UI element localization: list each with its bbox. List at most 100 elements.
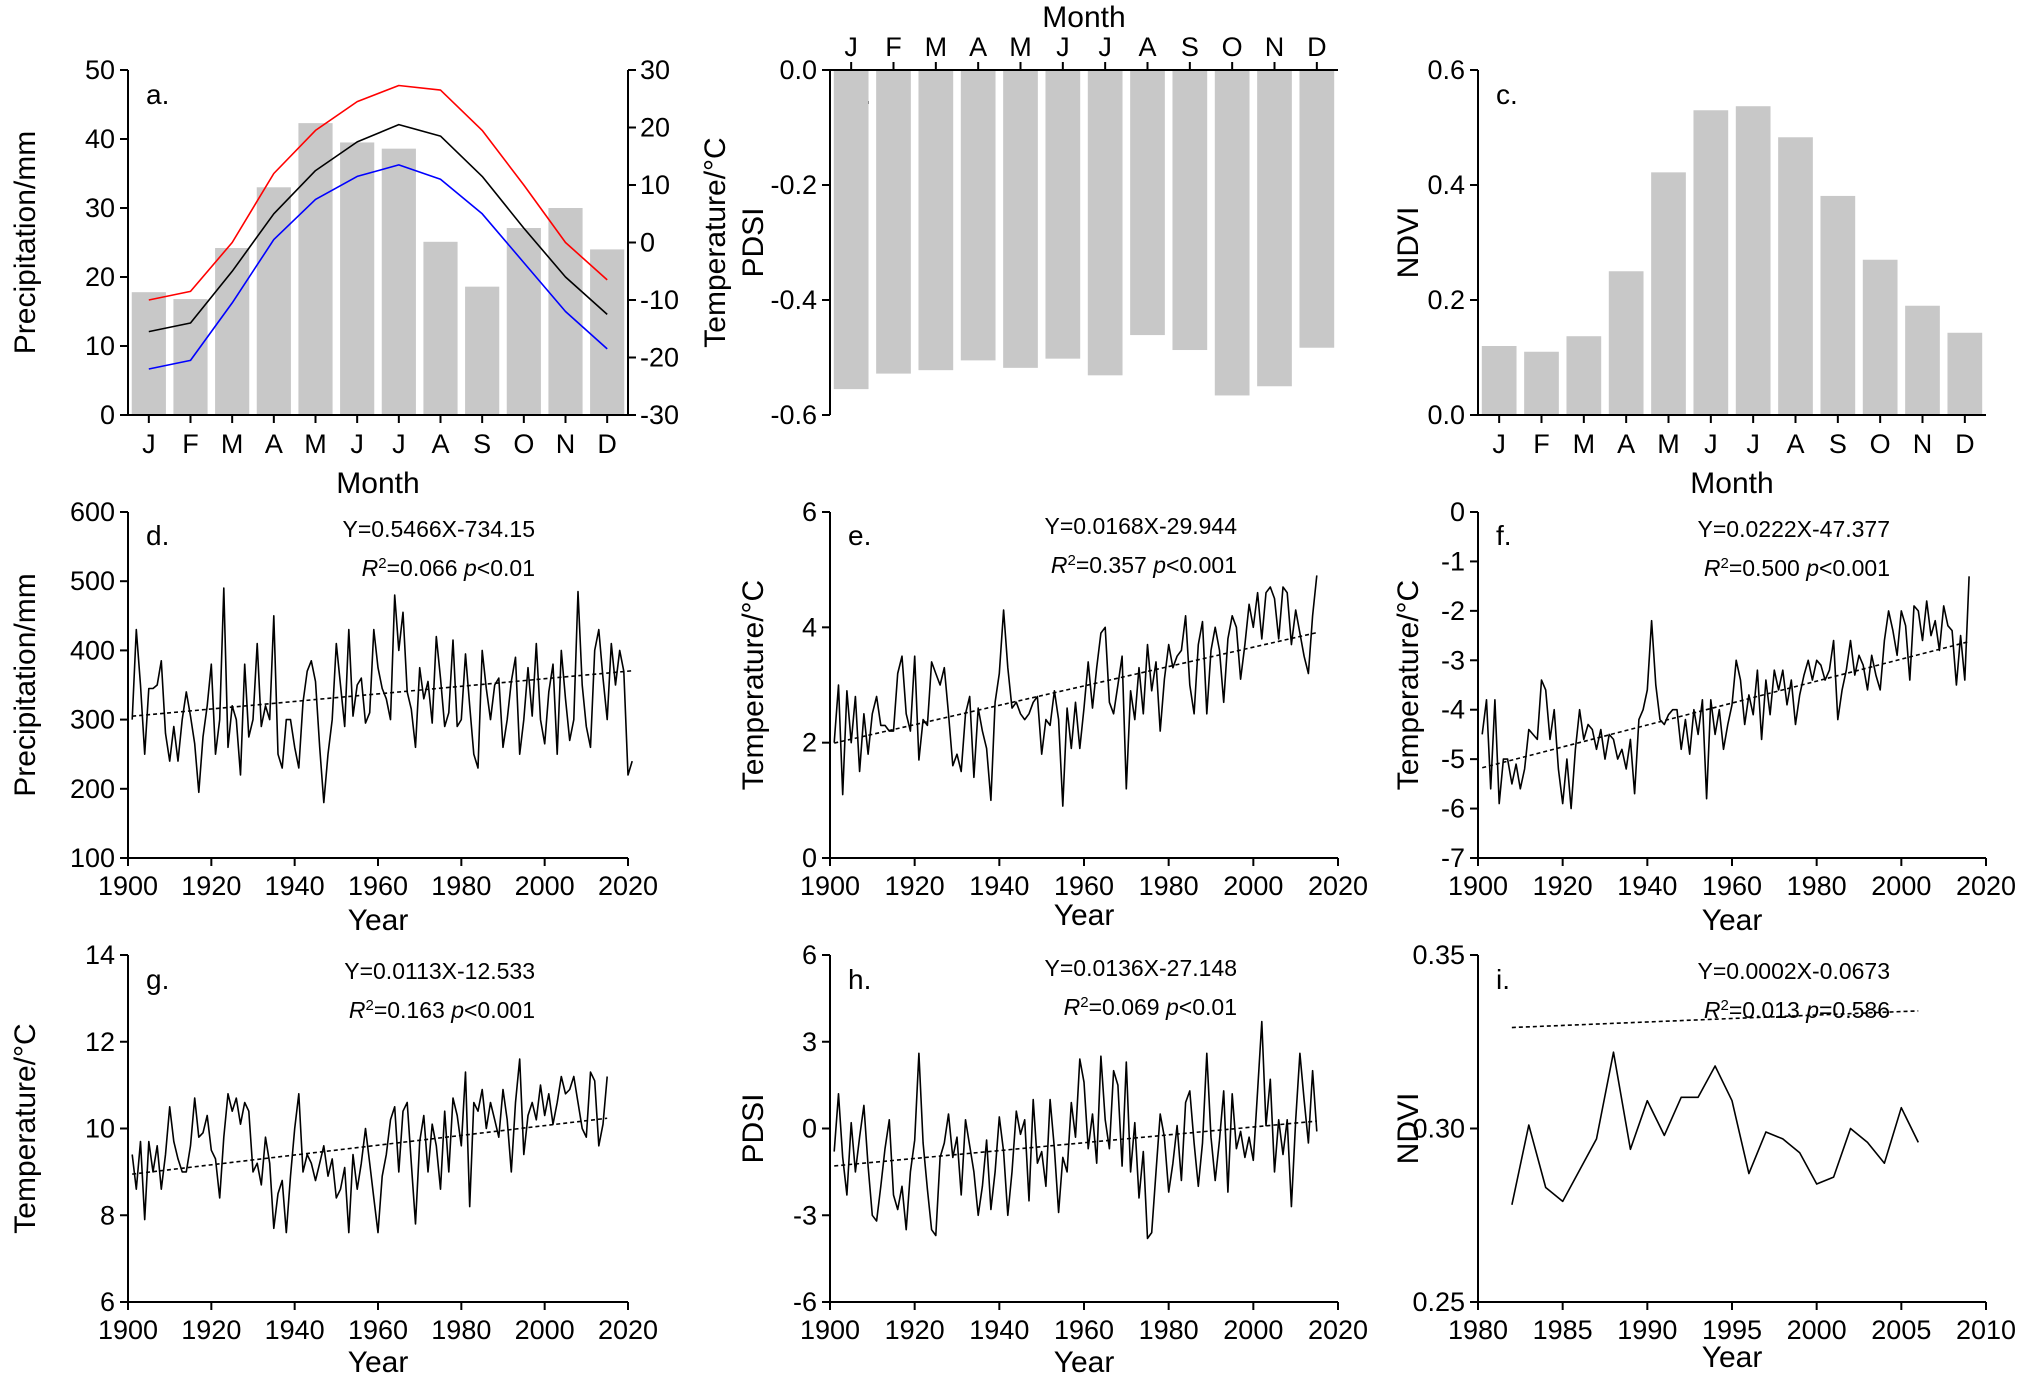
stat-r2-value: =0.013 <box>1729 997 1800 1023</box>
y-axis-label: NDVI <box>1392 1093 1425 1165</box>
x-tick-label: A <box>1138 32 1156 62</box>
bar <box>1947 332 1983 415</box>
x-tick-label: 1990 <box>1617 1315 1677 1345</box>
x-tick-label: 2000 <box>1223 871 1283 901</box>
bar <box>131 292 166 415</box>
x-tick-label: A <box>431 429 449 459</box>
x-tick-label: 1980 <box>1139 1315 1199 1345</box>
y-tick-label: 0.30 <box>1412 1114 1465 1144</box>
y-tick-label: 14 <box>85 940 115 970</box>
stat-r2-exp: 2 <box>1720 997 1728 1014</box>
y-tick-label: 2 <box>802 728 817 758</box>
x-tick-label: 1985 <box>1533 1315 1593 1345</box>
x-tick-label: 2005 <box>1871 1315 1931 1345</box>
y-tick-label: 0.35 <box>1412 940 1465 970</box>
y-tick-label: 40 <box>85 124 115 154</box>
panel-letter: c. <box>1496 79 1518 110</box>
y-tick-label: 500 <box>70 566 115 596</box>
x-tick-label: F <box>885 32 902 62</box>
bar <box>423 241 458 415</box>
bar <box>833 70 869 390</box>
y-tick-label: 0 <box>1450 497 1465 527</box>
series-line <box>833 1020 1318 1240</box>
x-tick-label: 1980 <box>1139 871 1199 901</box>
stat-r2-exp: 2 <box>365 997 373 1014</box>
y2-tick-label: 20 <box>640 113 670 143</box>
x-axis-label: Year <box>348 904 409 937</box>
regression-stats: R2=0.013 p=0.586 <box>1704 997 1890 1024</box>
stat-r2-exp: 2 <box>378 555 386 572</box>
bar <box>1214 70 1250 396</box>
stat-r2-value: =0.163 <box>374 997 445 1023</box>
bar <box>506 228 541 415</box>
x-tick-label: 1960 <box>348 871 408 901</box>
y-tick-label: 20 <box>85 262 115 292</box>
x-tick-label: M <box>1009 32 1032 62</box>
x-tick-label: 1940 <box>265 871 325 901</box>
x-tick-label: 2020 <box>598 1315 658 1345</box>
x-tick-label: 1900 <box>98 871 158 901</box>
y2-tick-label: 0 <box>640 228 655 258</box>
stat-r2-prefix: R <box>1064 994 1081 1020</box>
x-tick-label: M <box>1657 429 1680 459</box>
x-tick-label: 2020 <box>1956 871 2016 901</box>
regression-equation: Y=0.0113X-12.533 <box>344 958 535 984</box>
y-tick-label: 10 <box>85 331 115 361</box>
regression-stats: R2=0.500 p<0.001 <box>1704 555 1890 582</box>
stat-r2-value: =0.357 <box>1076 552 1147 578</box>
bar <box>918 70 954 371</box>
stat-r2-value: =0.500 <box>1729 555 1800 581</box>
x-tick-label: M <box>1573 429 1596 459</box>
trend-line <box>834 631 1318 744</box>
x-tick-label: A <box>265 429 283 459</box>
bar <box>173 299 208 415</box>
x-tick-label: 1960 <box>1054 871 1114 901</box>
bar <box>1299 70 1335 348</box>
y-axis-label: Temperature/°C <box>9 1023 42 1233</box>
stat-r2-exp: 2 <box>1720 555 1728 572</box>
x-tick-label: M <box>304 429 327 459</box>
y-tick-label: 6 <box>802 497 817 527</box>
trend-line <box>132 1117 608 1175</box>
regression-equation: Y=0.0002X-0.0673 <box>1698 958 1890 984</box>
bar <box>1087 70 1123 376</box>
bar <box>960 70 996 361</box>
x-tick-label: J <box>1098 32 1112 62</box>
stat-r2-prefix: R <box>362 555 379 581</box>
stat-p-value: <0.001 <box>464 997 535 1023</box>
y-tick-label: -6 <box>1441 794 1465 824</box>
x-tick-label: 2000 <box>1871 871 1931 901</box>
y-tick-label: -3 <box>793 1200 817 1230</box>
series-line <box>833 575 1318 807</box>
x-tick-label: O <box>513 429 534 459</box>
bar <box>465 286 500 415</box>
y-tick-label: 4 <box>802 612 817 642</box>
x-tick-label: O <box>1222 32 1243 62</box>
panel-h: -6 -3 0 3 6 PDSI h. 1900 1920 1940 1960 1980 2000 202… <box>737 940 1368 1379</box>
y2-tick-label: 30 <box>640 55 670 85</box>
y-tick-label: -4 <box>1441 695 1465 725</box>
x-tick-label: 2020 <box>598 871 658 901</box>
x-axis-label: Month <box>1042 1 1125 34</box>
bar <box>1778 137 1813 415</box>
x-tick-label: 1980 <box>1787 871 1847 901</box>
bar <box>381 148 416 415</box>
x-tick-label: N <box>1913 429 1933 459</box>
panel-letter: d. <box>146 520 169 551</box>
x-tick-label: M <box>221 429 244 459</box>
y-tick-label: -0.4 <box>770 285 817 315</box>
bar <box>256 187 291 415</box>
series-line <box>1481 576 1970 810</box>
trend-line <box>834 1120 1317 1167</box>
x-tick-label: A <box>969 32 987 62</box>
series-line <box>131 1058 608 1234</box>
y-tick-label: -0.6 <box>770 400 817 430</box>
x-axis-label: Year <box>348 1346 409 1379</box>
x-tick-label: D <box>1955 429 1975 459</box>
x-tick-label: F <box>1533 429 1550 459</box>
bar <box>340 142 375 415</box>
x-tick-label: S <box>473 429 491 459</box>
panel-e: 0 2 4 6 Temperature/°C e. 1900 1920 1940 1960 1980… <box>737 497 1368 932</box>
